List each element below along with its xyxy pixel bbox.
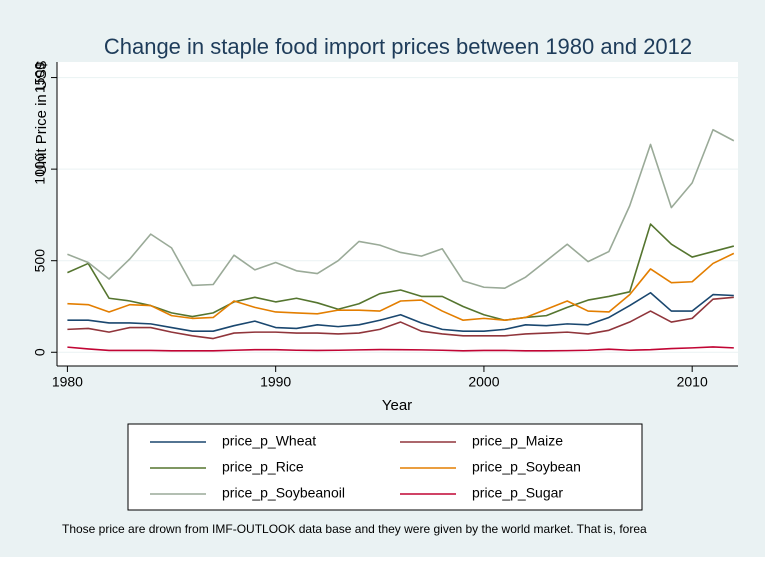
legend-label: price_p_Maize [472, 433, 563, 449]
legend-label: price_p_Soybean [472, 459, 581, 475]
series-line [67, 291, 734, 332]
y-tick-label: 0 [32, 348, 48, 356]
chart-title: Change in staple food import prices betw… [104, 34, 692, 59]
plot-region [57, 62, 738, 366]
x-tick-label: 1990 [260, 374, 291, 390]
legend-box [127, 423, 643, 511]
series-line [67, 296, 734, 340]
x-tick-label: 2000 [468, 374, 499, 390]
series-line [67, 128, 735, 289]
y-tick-label: 500 [32, 249, 48, 273]
legend-label: price_p_Wheat [222, 433, 316, 449]
footnote: Those price are drown from IMF-OUTLOOK d… [62, 522, 647, 536]
x-tick-label: 2010 [677, 374, 708, 390]
x-tick-label: 1980 [52, 374, 83, 390]
x-axis-label: Year [382, 397, 412, 414]
y-axis-label: Unit Price in US$ [33, 60, 50, 175]
legend-label: price_p_Sugar [472, 485, 563, 501]
legend-label: price_p_Soybeanoil [222, 485, 345, 501]
series-line [67, 346, 734, 352]
y-tick-label: 1000 [32, 153, 48, 184]
series-line [67, 223, 735, 322]
legend-label: price_p_Rice [222, 459, 304, 475]
y-tick-label: 1500 [32, 62, 48, 93]
series-line [67, 252, 735, 322]
